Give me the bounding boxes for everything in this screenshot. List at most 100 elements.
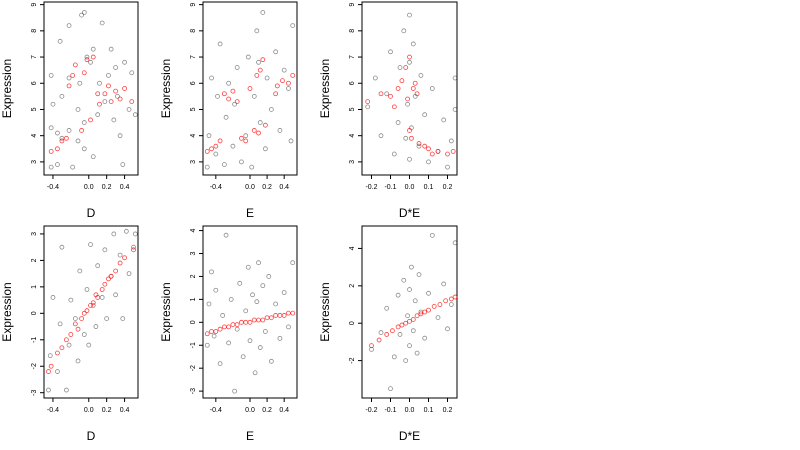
fitted-point — [122, 86, 127, 91]
observed-point — [407, 156, 412, 162]
fitted-point — [403, 320, 409, 326]
y-axis-label: Expression — [159, 282, 173, 341]
observed-point — [260, 10, 266, 15]
plot-frame — [43, 1, 139, 176]
observed-point — [448, 302, 454, 307]
observed-point — [77, 80, 83, 86]
fitted-point — [426, 307, 431, 313]
fitted-point — [399, 322, 405, 328]
x-axis-label: D*E — [399, 206, 420, 220]
x-tick-label: 0.2 — [262, 407, 272, 414]
fitted-point — [452, 294, 458, 300]
observed-point — [422, 335, 428, 341]
observed-point — [445, 326, 450, 332]
fitted-point — [63, 337, 69, 343]
observed-point — [395, 120, 401, 125]
fitted-point — [217, 138, 223, 144]
fitted-point — [81, 70, 87, 76]
plot-frame — [361, 225, 458, 399]
y-tick-label: -2 — [349, 357, 356, 363]
observed-point — [429, 86, 435, 91]
observed-point — [426, 290, 431, 296]
observed-point — [365, 104, 371, 110]
x-tick-label: -0.4 — [47, 184, 59, 191]
observed-point — [388, 49, 393, 55]
fitted-point — [251, 128, 257, 133]
observed-point — [378, 330, 384, 335]
observed-point — [264, 75, 270, 81]
x-tick-label: 0.0 — [405, 184, 415, 191]
fitted-point — [378, 91, 384, 97]
fitted-point — [90, 300, 96, 306]
fitted-point — [281, 313, 287, 318]
fitted-point — [217, 326, 223, 332]
observed-point — [245, 264, 251, 270]
observed-point — [209, 75, 214, 81]
observed-point — [70, 164, 76, 170]
fitted-point — [369, 343, 374, 349]
observed-point — [228, 296, 234, 302]
y-tick-label: 3 — [190, 251, 197, 255]
observed-point — [226, 80, 232, 86]
fitted-point — [234, 99, 240, 105]
observed-point — [111, 231, 117, 237]
y-tick-label: 1 — [31, 285, 38, 289]
fitted-point — [95, 295, 101, 300]
y-tick-label: 0 — [31, 311, 38, 315]
observed-point — [250, 292, 255, 298]
x-tick-label: -0.4 — [210, 407, 222, 414]
observed-point — [234, 326, 240, 332]
y-tick-label: 3 — [31, 160, 38, 164]
fitted-point — [230, 88, 236, 94]
observed-point — [243, 308, 249, 314]
observed-point — [290, 23, 296, 28]
y-tick-label: 4 — [349, 246, 356, 250]
observed-point — [86, 342, 92, 348]
observed-point — [57, 321, 63, 327]
observed-point — [90, 46, 96, 52]
fitted-point — [122, 255, 127, 261]
observed-point — [108, 46, 114, 52]
fitted-point — [257, 67, 263, 73]
fitted-point — [407, 318, 412, 324]
x-tick-label: 0.2 — [443, 184, 453, 191]
fitted-point — [68, 332, 74, 337]
plot-frame — [202, 1, 298, 176]
observed-point — [384, 91, 390, 97]
fitted-point — [290, 310, 296, 316]
x-axis-label: D*E — [399, 429, 420, 443]
x-axis-label: D — [87, 206, 96, 220]
y-axis-label: Expression — [0, 282, 14, 341]
fitted-point — [239, 135, 244, 141]
panel-6-de-bottom: -0.2 -0.1 0.0 0.1 0.2 -2 0 2 4 D*E Expression — [318, 225, 458, 443]
y-tick-label: 7 — [31, 55, 38, 59]
observed-point — [407, 12, 412, 18]
fitted-point — [106, 83, 111, 89]
fitted-point — [264, 315, 270, 321]
observed-point — [66, 128, 72, 133]
y-tick-label: 9 — [349, 3, 356, 7]
y-axis-label: Expression — [318, 282, 332, 341]
observed-point — [397, 332, 403, 337]
observed-point — [426, 159, 431, 165]
observed-point — [204, 164, 210, 170]
observed-point — [217, 361, 223, 367]
observed-point — [234, 65, 240, 70]
fitted-point — [414, 91, 420, 97]
fitted-point — [247, 319, 253, 325]
fitted-point — [450, 149, 456, 154]
y-tick-label: -2 — [31, 363, 38, 369]
observed-point — [55, 130, 60, 136]
y-tick-label: -3 — [31, 389, 38, 395]
y-tick-label: 0 — [349, 321, 356, 325]
fitted-point — [63, 135, 69, 141]
fitted-point — [106, 276, 111, 282]
observed-point — [48, 72, 54, 78]
observed-point — [59, 93, 65, 99]
observed-point — [129, 70, 135, 76]
fitted-point — [230, 322, 236, 328]
fitted-point — [72, 321, 78, 327]
y-tick-label: 2 — [190, 274, 197, 278]
fitted-point — [79, 128, 84, 133]
fitted-point — [416, 141, 422, 146]
